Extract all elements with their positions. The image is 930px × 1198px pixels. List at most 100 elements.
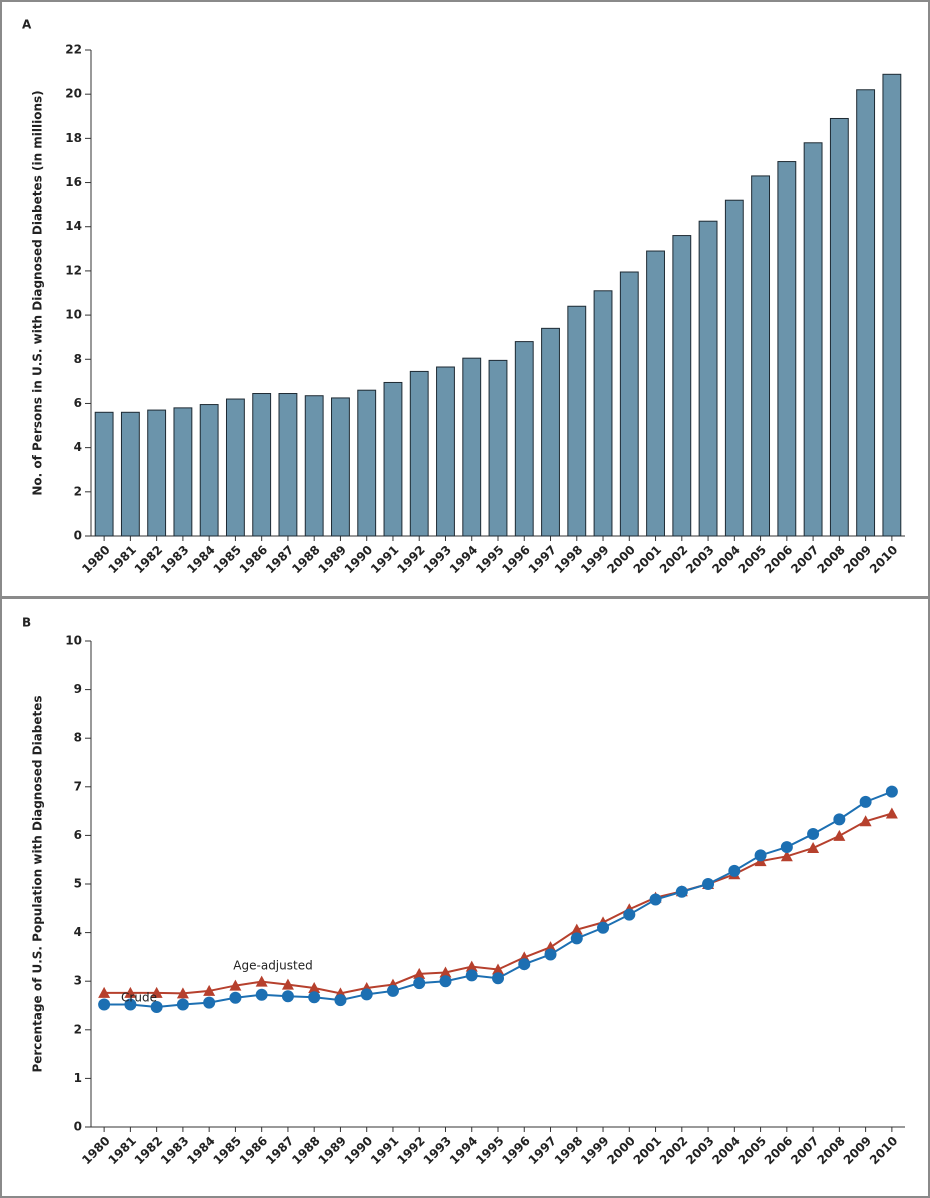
y-tick-label: 6 xyxy=(74,828,82,842)
bar xyxy=(777,161,797,537)
marker xyxy=(859,795,872,808)
marker xyxy=(754,849,767,862)
bar xyxy=(514,341,534,537)
marker xyxy=(203,996,216,1009)
marker xyxy=(807,842,820,854)
marker xyxy=(229,991,242,1004)
bar xyxy=(331,397,350,537)
y-axis-title: No. of Persons in U.S. with Diagnosed Di… xyxy=(31,90,45,495)
marker xyxy=(675,885,688,898)
bar xyxy=(724,199,744,537)
marker xyxy=(124,986,137,998)
y-tick-label: 9 xyxy=(74,682,82,696)
bar xyxy=(462,357,482,537)
y-tick-label: 3 xyxy=(74,974,82,988)
panel-frame xyxy=(0,597,930,1198)
bar xyxy=(593,290,613,537)
marker xyxy=(597,921,610,934)
marker xyxy=(885,785,898,798)
marker xyxy=(780,841,793,854)
marker xyxy=(281,978,294,990)
marker xyxy=(439,966,452,978)
bar xyxy=(304,395,324,537)
bar xyxy=(199,404,219,537)
bar xyxy=(94,411,114,537)
y-tick-label: 22 xyxy=(65,43,82,57)
bar xyxy=(173,407,193,537)
marker xyxy=(544,948,557,961)
y-tick-label: 14 xyxy=(65,219,82,233)
marker xyxy=(465,969,478,982)
marker xyxy=(150,1000,163,1013)
y-tick-label: 0 xyxy=(74,529,82,543)
bar xyxy=(751,175,771,537)
bar xyxy=(829,117,849,537)
marker xyxy=(518,958,531,971)
marker xyxy=(98,998,111,1011)
bar xyxy=(436,366,455,537)
bar xyxy=(147,409,167,537)
y-tick-label: 10 xyxy=(65,634,82,648)
marker xyxy=(780,850,793,862)
marker xyxy=(492,972,504,985)
y-tick-label: 4 xyxy=(74,440,82,454)
panel-label: B xyxy=(22,616,31,630)
y-tick-label: 16 xyxy=(65,175,82,189)
marker xyxy=(807,827,820,840)
marker xyxy=(281,990,294,1003)
marker xyxy=(570,923,583,935)
y-axis-title: Percentage of U.S. Population with Diagn… xyxy=(31,695,45,1072)
y-tick-label: 18 xyxy=(65,131,82,145)
bar xyxy=(619,271,639,537)
marker xyxy=(360,988,373,1001)
marker xyxy=(176,987,189,999)
bar xyxy=(383,381,403,537)
bar xyxy=(803,142,823,537)
y-tick-label: 10 xyxy=(65,308,82,322)
marker xyxy=(98,986,111,998)
bar xyxy=(567,305,587,537)
marker xyxy=(728,864,741,877)
y-tick-label: 6 xyxy=(74,396,82,410)
panel-label: A xyxy=(22,18,32,32)
marker xyxy=(649,893,662,906)
bar xyxy=(882,73,902,537)
marker xyxy=(413,967,426,979)
y-tick-label: 20 xyxy=(65,87,82,101)
marker xyxy=(124,998,137,1011)
series-label: Age-adjusted xyxy=(233,959,312,973)
bar xyxy=(357,389,377,537)
marker xyxy=(308,991,321,1004)
bar xyxy=(120,411,140,537)
y-tick-label: 7 xyxy=(74,779,82,793)
y-tick-label: 2 xyxy=(74,1022,82,1036)
marker xyxy=(255,988,268,1001)
marker xyxy=(833,813,846,826)
marker xyxy=(203,984,216,996)
y-tick-label: 0 xyxy=(74,1120,82,1134)
bar xyxy=(646,250,665,537)
y-tick-label: 4 xyxy=(74,925,82,939)
marker xyxy=(859,815,872,827)
bar xyxy=(252,393,272,537)
bar xyxy=(278,393,298,537)
marker xyxy=(439,975,452,988)
marker xyxy=(623,908,636,921)
marker xyxy=(229,979,242,991)
marker xyxy=(413,977,426,990)
marker xyxy=(465,960,478,972)
marker xyxy=(833,829,846,841)
y-tick-label: 8 xyxy=(74,731,82,745)
marker xyxy=(308,982,321,994)
marker xyxy=(150,986,163,998)
series-label: Crude xyxy=(121,991,157,1005)
bar xyxy=(409,370,429,537)
y-tick-label: 2 xyxy=(74,484,82,498)
y-tick-label: 1 xyxy=(74,1071,82,1085)
y-tick-label: 5 xyxy=(74,877,82,891)
bar xyxy=(698,220,718,537)
bar xyxy=(541,327,560,537)
marker xyxy=(885,807,898,819)
marker xyxy=(702,878,715,890)
